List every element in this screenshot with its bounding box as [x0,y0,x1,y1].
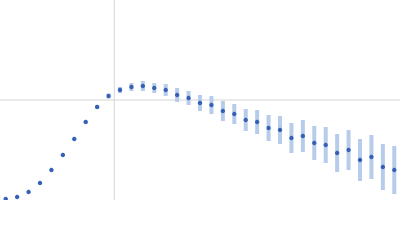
point [37,180,43,186]
chart [0,0,400,200]
point [14,194,20,200]
point [312,140,317,146]
point [3,196,8,200]
point [289,135,294,141]
point [26,189,31,195]
point [346,147,351,153]
point [106,93,111,99]
point [209,102,214,108]
point [60,152,66,158]
point [197,100,203,106]
point [357,157,363,163]
point [94,104,100,110]
point [334,150,340,156]
point [392,167,397,173]
point [254,119,260,125]
point [163,87,168,93]
point [220,108,226,114]
point [232,111,237,117]
point [277,127,283,133]
page: (() => { const data = JSON.parse(documen… [0,0,400,200]
point [380,164,386,170]
point [117,87,123,93]
point [129,84,134,90]
point [243,117,248,123]
point [186,95,191,101]
point [300,133,306,139]
point [369,154,374,160]
point [140,83,146,89]
point [152,85,157,91]
point [174,92,180,98]
point [323,142,328,148]
point [266,125,271,131]
point [72,136,77,142]
point [49,167,54,173]
point [83,119,88,125]
